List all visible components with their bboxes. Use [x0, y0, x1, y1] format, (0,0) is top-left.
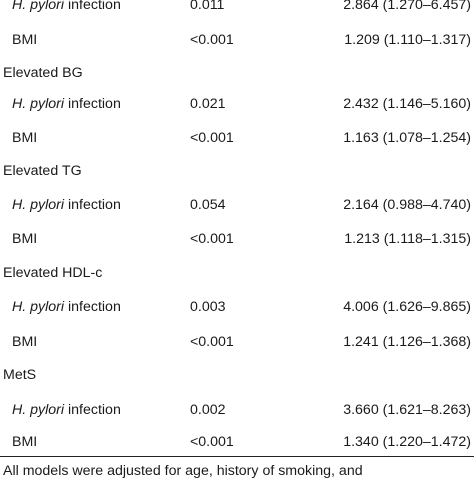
- variable-cell: H. pylori infection: [12, 402, 121, 418]
- table-row: BMI <0.001 1.340 (1.220–1.472): [0, 425, 474, 459]
- variable-cell: H. pylori infection: [12, 197, 121, 213]
- group-label: MetS: [3, 367, 37, 383]
- odds-ratio-cell: 1.209 (1.110–1.317): [344, 32, 471, 48]
- table-row: H. pylori infection 0.011 2.864 (1.270–6…: [0, 0, 474, 22]
- table-row: BMI <0.001 1.241 (1.126–1.368): [0, 325, 474, 359]
- table-row: BMI <0.001 1.209 (1.110–1.317): [0, 23, 474, 57]
- variable-cell: H. pylori infection: [12, 299, 121, 315]
- p-value-cell: 0.054: [190, 197, 226, 213]
- p-value-cell: 0.021: [190, 96, 226, 112]
- odds-ratio-cell: 4.006 (1.626–9.865): [343, 299, 471, 315]
- table-row: H. pylori infection 0.054 2.164 (0.988–4…: [0, 188, 474, 222]
- odds-ratio-cell: 1.213 (1.118–1.315): [344, 231, 471, 247]
- p-value-cell: 0.011: [190, 0, 225, 13]
- group-label: Elevated HDL-c: [3, 265, 103, 281]
- p-value-cell: <0.001: [190, 32, 234, 48]
- variable-cell: BMI: [12, 130, 38, 146]
- variable-cell: BMI: [12, 231, 38, 247]
- odds-ratio-cell: 2.164 (0.988–4.740): [343, 197, 471, 213]
- variable-cell: H. pylori infection: [12, 96, 121, 112]
- table-row: BMI <0.001 1.163 (1.078–1.254): [0, 121, 474, 155]
- table-row: H. pylori infection 0.003 4.006 (1.626–9…: [0, 290, 474, 324]
- group-header-row: Elevated HDL-c: [0, 256, 474, 290]
- p-value-cell: <0.001: [190, 334, 234, 350]
- table-row: H. pylori infection 0.002 3.660 (1.621–8…: [0, 393, 474, 427]
- odds-ratio-cell: 2.432 (1.146–5.160): [343, 96, 471, 112]
- p-value-cell: 0.003: [190, 299, 226, 315]
- variable-cell: BMI: [12, 32, 38, 48]
- table-row: H. pylori infection 0.021 2.432 (1.146–5…: [0, 87, 474, 121]
- table-footnote: All models were adjusted for age, histor…: [3, 463, 363, 479]
- table-bottom-rule: [0, 456, 474, 457]
- odds-ratio-cell: 3.660 (1.621–8.263): [343, 402, 471, 418]
- odds-ratio-cell: 2.864 (1.270–6.457): [343, 0, 471, 13]
- group-header-row: Elevated BG: [0, 56, 474, 90]
- group-header-row: MetS: [0, 358, 474, 392]
- odds-ratio-cell: 1.163 (1.078–1.254): [343, 130, 471, 146]
- table-row: BMI <0.001 1.213 (1.118–1.315): [0, 222, 474, 256]
- p-value-cell: <0.001: [190, 130, 234, 146]
- odds-ratio-cell: 1.241 (1.126–1.368): [343, 334, 471, 350]
- variable-cell: H. pylori infection: [12, 0, 121, 13]
- p-value-cell: 0.002: [190, 402, 226, 418]
- variable-cell: BMI: [12, 334, 38, 350]
- group-label: Elevated TG: [3, 163, 82, 179]
- odds-ratio-cell: 1.340 (1.220–1.472): [343, 434, 471, 450]
- group-header-row: Elevated TG: [0, 154, 474, 188]
- variable-cell: BMI: [12, 434, 38, 450]
- p-value-cell: <0.001: [190, 231, 234, 247]
- p-value-cell: <0.001: [190, 434, 234, 450]
- group-label: Elevated BG: [3, 65, 83, 81]
